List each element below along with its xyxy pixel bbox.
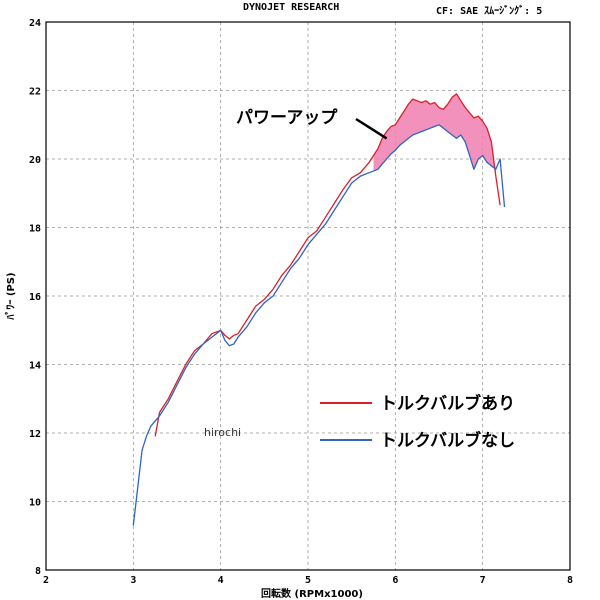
- watermark: hirochi: [204, 426, 241, 439]
- y-tick-label: 20: [29, 155, 41, 166]
- legend-label-without-valve: トルクバルブなし: [380, 430, 515, 451]
- y-tick-label: 16: [29, 292, 41, 303]
- y-tick-label: 22: [29, 87, 41, 98]
- x-tick-label: 2: [43, 575, 49, 586]
- x-tick-label: 3: [130, 575, 136, 586]
- annotation-label: パワーアップ: [236, 107, 338, 128]
- x-tick-label: 8: [567, 575, 573, 586]
- y-tick-label: 8: [35, 566, 41, 577]
- header-settings: CF: SAE ｽﾑｰｼﾞﾝｸﾞ: 5: [436, 6, 543, 17]
- series-line-with-valve: [154, 93, 501, 437]
- annotation-pointer: [355, 117, 388, 140]
- y-tick-label: 18: [29, 224, 41, 235]
- x-tick-label: 6: [392, 575, 398, 586]
- x-tick-label: 4: [218, 575, 224, 586]
- header-title: DYNOJET RESEARCH: [243, 2, 340, 13]
- y-tick-label: 14: [29, 361, 41, 372]
- axis-ticks: 2 3 4 5 6 7 8 8 10 12 14 16 18 20 22 24: [29, 18, 573, 586]
- y-tick-label: 24: [29, 18, 41, 29]
- x-tick-label: 5: [305, 575, 311, 586]
- legend-label-with-valve: トルクバルブあり: [380, 393, 515, 414]
- x-axis-label: 回転数 (RPMx1000): [261, 587, 363, 600]
- series-lines: [132, 93, 506, 526]
- y-tick-label: 10: [29, 498, 41, 509]
- legend: トルクバルブあり トルクバルブなし: [320, 393, 515, 451]
- series-line-without-valve: [132, 124, 506, 526]
- power-gain-fill: [373, 93, 496, 177]
- x-tick-label: 7: [480, 575, 486, 586]
- plot-frame: [45, 21, 571, 571]
- grid: [45, 21, 571, 571]
- y-tick-label: 12: [29, 429, 41, 440]
- y-axis-label: ﾊﾟﾜｰ (PS): [4, 272, 17, 320]
